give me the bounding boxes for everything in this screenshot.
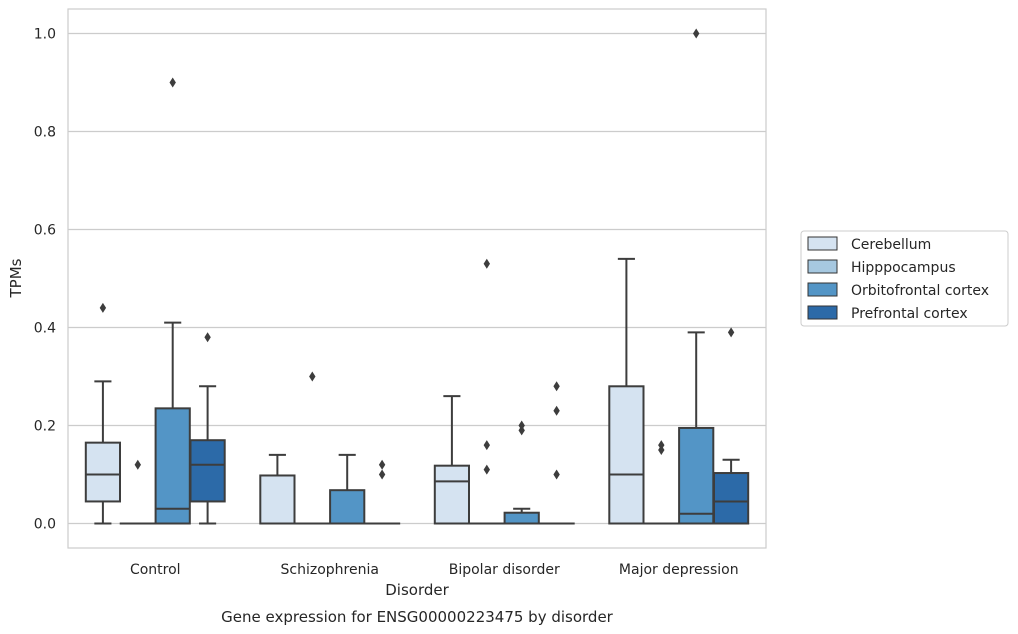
outlier-point: [378, 459, 386, 470]
y-tick-label: 0.2: [34, 419, 56, 435]
legend-swatch: [807, 236, 838, 251]
legend-label: Cerebellum: [851, 237, 931, 253]
chart-caption: Gene expression for ENSG00000223475 by d…: [221, 608, 614, 626]
box-group: [363, 459, 401, 525]
y-tick-labels: 0.0 0.2 0.4 0.6 0.8 1.0: [34, 27, 56, 533]
outlier-point: [134, 459, 141, 470]
legend-label: Orbitofrontal cortex: [851, 283, 989, 299]
box-series: [84, 28, 750, 525]
legend-label: Hipppocampus: [851, 260, 956, 276]
legend: Cerebellum Hipppocampus Orbitofrontal cort…: [800, 230, 1009, 327]
outlier-point: [99, 302, 107, 313]
x-tick-label: Bipolar disorder: [449, 562, 560, 578]
outlier-point: [483, 258, 490, 269]
y-axis-label: TPMs: [7, 258, 25, 298]
box-group: [433, 395, 471, 525]
outlier-point: [553, 469, 560, 480]
outlier-point: [693, 28, 700, 39]
y-tick-label: 0.8: [34, 125, 56, 141]
box: [154, 407, 191, 525]
outlier-point: [727, 327, 735, 338]
x-tick-label: Major depression: [619, 562, 739, 578]
outlier-point: [483, 464, 490, 475]
outlier-point: [169, 77, 176, 88]
x-axis-label: Disorder: [385, 581, 449, 599]
y-tick-label: 0.6: [34, 223, 56, 239]
box: [189, 439, 226, 503]
box: [678, 426, 715, 525]
x-tick-label: Schizophrenia: [281, 562, 379, 578]
box: [259, 474, 296, 525]
y-tick-label: 0.4: [34, 321, 56, 337]
box-group: [189, 332, 226, 525]
box: [329, 489, 366, 525]
y-tick-label: 1.0: [34, 27, 56, 43]
legend-label: Prefrontal cortex: [851, 306, 968, 322]
box-group: [154, 77, 191, 525]
box: [712, 472, 750, 525]
legend-frame: [800, 230, 1009, 327]
box-group: [712, 327, 750, 525]
box-group: [538, 381, 575, 525]
box: [608, 385, 645, 525]
legend-swatch: [807, 259, 838, 274]
x-tick-label: Control: [130, 562, 181, 578]
y-tick-label: 0.0: [34, 517, 56, 533]
outlier-point: [309, 371, 316, 382]
outlier-point: [378, 469, 386, 480]
box-group: [259, 453, 296, 525]
outlier-point: [553, 405, 560, 416]
legend-swatch: [807, 282, 838, 297]
outlier-point: [483, 440, 490, 451]
box-group: [503, 420, 540, 525]
box: [84, 441, 122, 503]
x-tick-labels: Control Schizophrenia Bipolar disorder Majo…: [130, 562, 739, 578]
box-group: [84, 302, 122, 525]
box-group: [608, 257, 645, 525]
outlier-point: [658, 440, 665, 451]
box-group: [678, 28, 715, 525]
legend-swatch: [807, 305, 838, 320]
box: [433, 464, 471, 525]
outlier-point: [553, 381, 560, 392]
outlier-point: [204, 332, 211, 343]
outlier-point: [518, 420, 525, 431]
box-group: [329, 453, 366, 525]
box: [503, 511, 540, 525]
